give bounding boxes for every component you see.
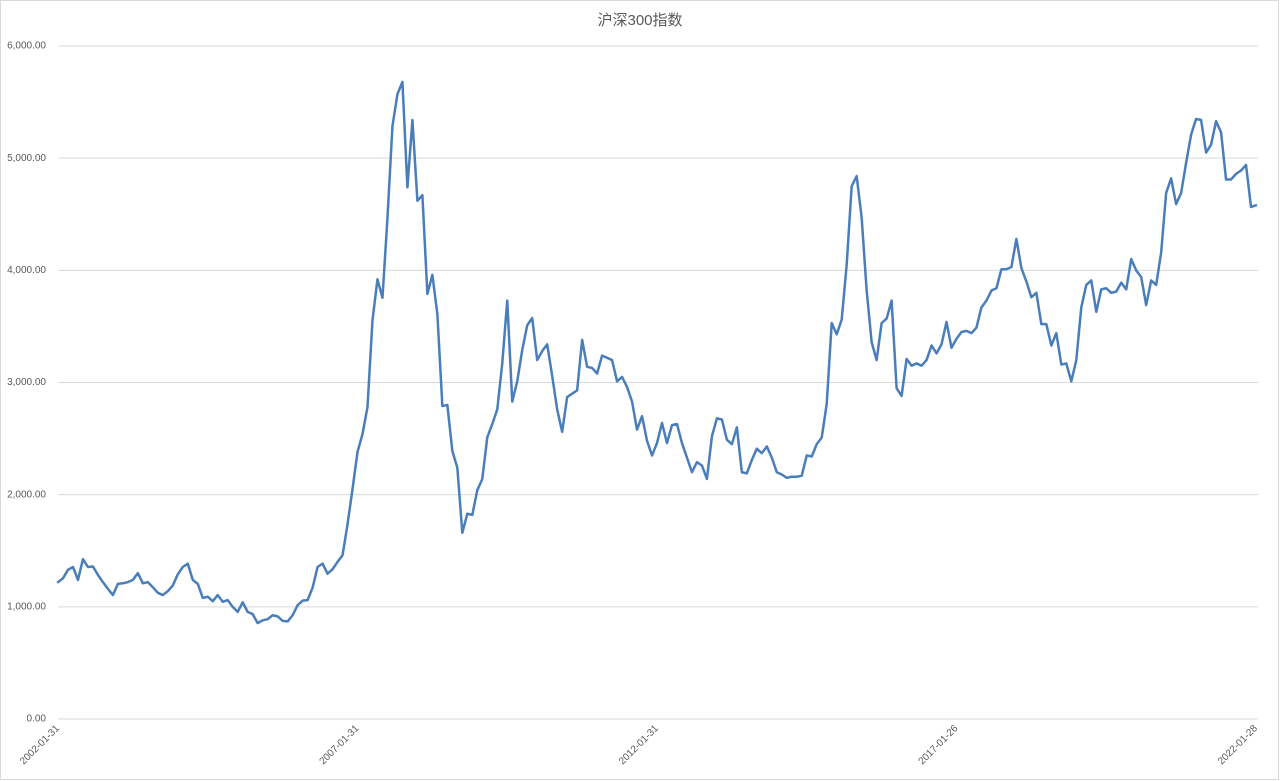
y-tick-label: 4,000.00 xyxy=(7,265,46,276)
y-tick-label: 5,000.00 xyxy=(7,153,46,164)
y-tick-label: 1,000.00 xyxy=(7,601,46,612)
chart-title: 沪深300指数 xyxy=(597,12,682,29)
y-tick-label: 0.00 xyxy=(27,714,47,725)
y-tick-label: 6,000.00 xyxy=(7,41,46,52)
y-tick-label: 2,000.00 xyxy=(7,489,46,500)
y-tick-label: 3,000.00 xyxy=(7,377,46,388)
data-line xyxy=(56,80,1258,625)
